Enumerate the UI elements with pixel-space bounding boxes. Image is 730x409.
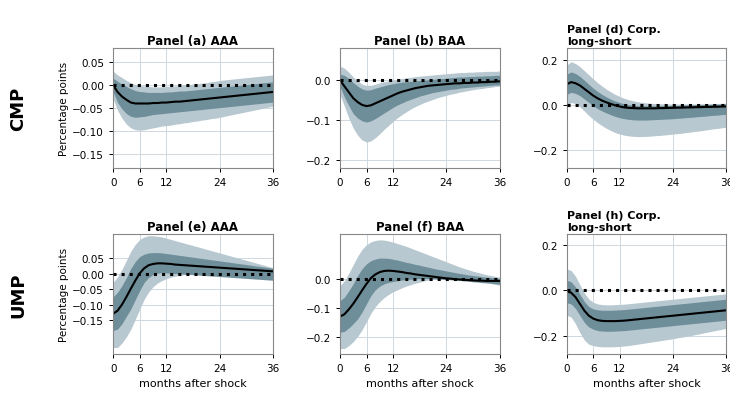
Title: Panel (e) AAA: Panel (e) AAA (147, 220, 239, 233)
Title: Panel (f) BAA: Panel (f) BAA (376, 220, 464, 233)
X-axis label: months after shock: months after shock (366, 378, 474, 388)
Y-axis label: Percentage points: Percentage points (59, 247, 69, 341)
X-axis label: months after shock: months after shock (593, 378, 700, 388)
X-axis label: months after shock: months after shock (139, 378, 247, 388)
Text: UMP: UMP (9, 271, 27, 317)
Y-axis label: Percentage points: Percentage points (59, 62, 69, 156)
Text: Panel (d) Corp.
long-short: Panel (d) Corp. long-short (566, 25, 661, 47)
Text: Panel (h) Corp.
long-short: Panel (h) Corp. long-short (566, 211, 661, 232)
Title: Panel (a) AAA: Panel (a) AAA (147, 35, 239, 48)
Title: Panel (b) BAA: Panel (b) BAA (374, 35, 466, 48)
Text: CMP: CMP (9, 87, 27, 131)
